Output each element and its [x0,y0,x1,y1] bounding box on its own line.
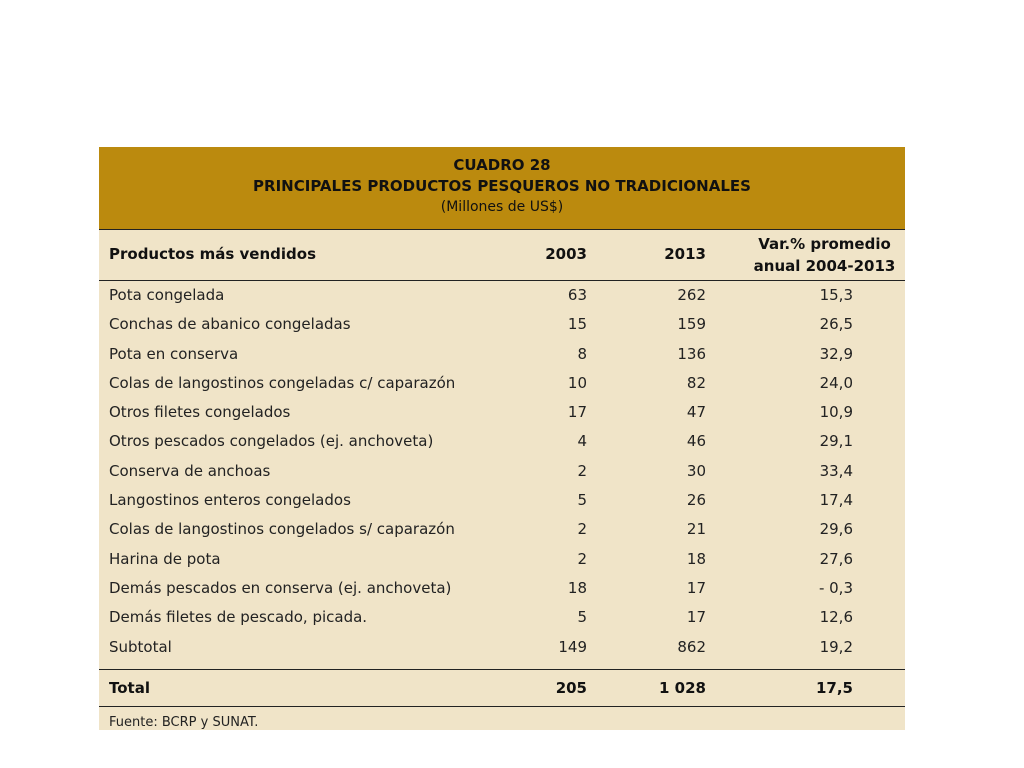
header-2013: 2013 [664,245,706,263]
row-product-name: Otros pescados congelados (ej. anchoveta… [109,432,434,451]
row-variation: 24,0 [819,373,853,392]
table-row: Otros pescados congelados (ej. anchoveta… [99,427,905,456]
table-row: Colas de langostinos congeladas c/ capar… [99,369,905,398]
data-table: CUADRO 28 PRINCIPALES PRODUCTOS PESQUERO… [99,147,905,730]
table-row: Pota congelada 63 262 15,3 [99,281,905,310]
row-product-name: Conserva de anchoas [109,461,271,480]
row-value-2013: 47 [686,403,706,422]
row-value-2003: 2 [577,549,587,568]
header-2003: 2003 [545,245,587,263]
table-row: Subtotal 149 862 19,2 [99,633,905,662]
table-row: Conserva de anchoas 2 30 33,4 [99,457,905,486]
row-value-2013: 18 [686,549,706,568]
table-row: Otros filetes congelados 17 47 10,9 [99,398,905,427]
total-2013: 1 028 [659,678,706,697]
row-variation: 10,9 [819,403,853,422]
table-row: Pota en conserva 8 136 32,9 [99,340,905,369]
row-value-2013: 262 [677,286,706,304]
row-value-2003: 10 [567,373,587,392]
table-row: Colas de langostinos congelados s/ capar… [99,515,905,544]
row-product-name: Pota en conserva [109,344,239,363]
row-value-2013: 26 [686,491,706,510]
row-value-2003: 149 [558,637,587,656]
row-value-2003: 4 [577,432,587,451]
table-title-block: CUADRO 28 PRINCIPALES PRODUCTOS PESQUERO… [99,147,905,229]
row-value-2003: 18 [567,578,587,597]
row-value-2003: 2 [577,461,587,480]
header-variation-line2: anual 2004-2013 [753,257,896,275]
row-product-name: Subtotal [109,637,172,656]
header-variation: Var.% promedio anual 2004-2013 [752,233,897,277]
row-product-name: Harina de pota [109,549,221,568]
row-variation: - 0,3 [818,578,853,597]
row-value-2003: 5 [577,491,587,510]
table-row: Conchas de abanico congeladas 15 159 26,5 [99,310,905,339]
row-value-2013: 30 [686,461,706,480]
row-product-name: Colas de langostinos congelados s/ capar… [109,520,455,539]
row-variation: 26,5 [819,315,853,334]
row-variation: 29,1 [819,432,853,451]
row-value-2003: 5 [577,608,587,627]
row-variation: 12,6 [819,608,853,627]
row-value-2013: 159 [677,315,706,334]
row-variation: 29,6 [819,520,853,539]
table-number: CUADRO 28 [453,156,551,174]
row-variation: 33,4 [819,461,853,480]
row-value-2013: 17 [686,578,706,597]
row-product-name: Demás filetes de pescado, picada. [109,608,368,627]
table-unit: (Millones de US$) [440,199,564,215]
table-title: PRINCIPALES PRODUCTOS PESQUEROS NO TRADI… [253,177,751,195]
row-product-name: Langostinos enteros congelados [109,491,351,510]
table-row: Demás pescados en conserva (ej. anchovet… [99,574,905,603]
row-variation: 17,4 [819,491,853,510]
table-row: Langostinos enteros congelados 5 26 17,4 [99,486,905,515]
row-value-2013: 862 [677,637,706,656]
row-value-2013: 82 [686,373,706,392]
row-product-name: Demás pescados en conserva (ej. anchovet… [109,578,452,597]
row-value-2013: 46 [686,432,706,451]
row-value-2003: 2 [577,520,587,539]
table-body: Pota congelada 63 262 15,3 Conchas de abanic… [99,281,905,662]
row-value-2013: 21 [686,520,706,539]
total-label: Total [109,678,150,697]
total-row: Total 205 1 028 17,5 [99,668,905,707]
row-product-name: Conchas de abanico congeladas [109,315,351,334]
table-row: Harina de pota 2 18 27,6 [99,545,905,574]
total-variation: 17,5 [815,678,853,697]
row-value-2003: 8 [577,344,587,363]
row-variation: 32,9 [819,344,853,363]
header-product: Productos más vendidos [109,245,317,263]
row-value-2003: 63 [567,286,587,304]
table-row: Demás filetes de pescado, picada. 5 17 12,6 [99,603,905,632]
row-product-name: Otros filetes congelados [109,403,291,422]
row-variation: 15,3 [819,286,853,304]
row-variation: 19,2 [819,637,853,656]
row-variation: 27,6 [819,549,853,568]
column-header-row: Productos más vendidos 2003 2013 Var.% p… [99,229,905,281]
header-variation-line1: Var.% promedio [758,235,891,253]
row-value-2013: 17 [686,608,706,627]
row-value-2003: 15 [567,315,587,334]
row-product-name: Pota congelada [109,286,225,304]
source-note: Fuente: BCRP y SUNAT. [109,714,259,730]
total-2003: 205 [555,678,587,697]
row-value-2013: 136 [677,344,706,363]
row-value-2003: 17 [567,403,587,422]
row-product-name: Colas de langostinos congeladas c/ capar… [109,373,456,392]
